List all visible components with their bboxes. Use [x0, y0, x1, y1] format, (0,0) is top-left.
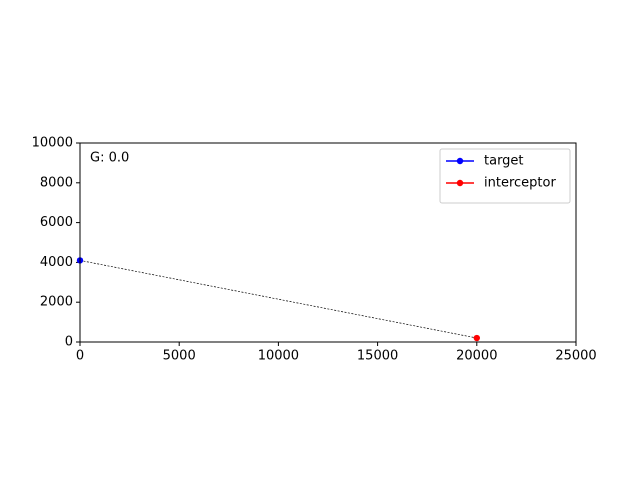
- y-tick-label: 4000: [40, 255, 73, 270]
- legend-label: target: [484, 154, 524, 169]
- x-tick-label: 10000: [258, 349, 299, 364]
- y-tick-label: 0: [65, 335, 73, 350]
- y-tick-label: 8000: [40, 175, 73, 190]
- x-tick-label: 0: [76, 349, 84, 364]
- line-of-sight: [79, 260, 477, 339]
- legend-box: [439, 148, 571, 204]
- plot-frame: [79, 142, 577, 343]
- x-tick-label: 5000: [163, 349, 196, 364]
- x-tick-label: 20000: [456, 349, 497, 364]
- x-tick-label: 25000: [555, 349, 596, 364]
- annotation: G: 0.0: [90, 151, 129, 166]
- legend-label: interceptor: [484, 176, 556, 191]
- y-tick-label: 6000: [40, 215, 73, 230]
- y-tick-label: 10000: [32, 136, 73, 151]
- legend-marker: [456, 157, 464, 165]
- legend-marker: [456, 179, 464, 187]
- point: [473, 334, 480, 342]
- x-tick-label: 15000: [357, 349, 398, 364]
- y-tick-label: 2000: [40, 295, 73, 310]
